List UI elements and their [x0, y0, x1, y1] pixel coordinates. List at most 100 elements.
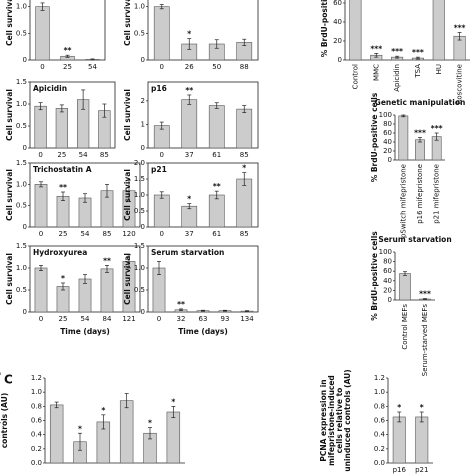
y-tick-label: 2 [141, 97, 145, 105]
y-tick-label: 40 [333, 18, 342, 26]
x-tick-label: 88 [240, 63, 249, 71]
x-tick-label: 54 [79, 151, 88, 159]
significance-label: *** [370, 44, 382, 53]
x-tick-label: 85 [240, 230, 249, 238]
x-tick-label: Serum-starved MEFs [421, 304, 429, 377]
error-bar [187, 38, 192, 50]
significance-label: ** [177, 300, 185, 309]
error-bar [65, 54, 70, 58]
error-bar [102, 103, 107, 118]
error-bar [38, 102, 43, 111]
x-tick-label: 54 [81, 315, 90, 323]
y-axis-label: Cell survival [5, 169, 14, 221]
x-tick-label: 37 [185, 151, 194, 159]
y-tick-label: 0.2 [31, 445, 42, 453]
y-axis-label: Cell survival [5, 89, 14, 141]
x-tick-label: 85 [100, 151, 109, 159]
y-tick-label: 1.0 [16, 3, 27, 11]
error-bar [397, 411, 402, 423]
y-tick-label: 1.0 [134, 3, 145, 11]
y-tick-label: 100 [379, 248, 392, 256]
error-bar [61, 282, 65, 291]
error-bar [457, 32, 462, 41]
y-tick-label: 1.5 [134, 175, 145, 183]
significance-label: * [397, 403, 401, 412]
y-tick-label: 1.0 [374, 388, 385, 396]
error-bar [90, 58, 95, 61]
significance-label: ** [213, 182, 221, 191]
error-bar [105, 265, 109, 273]
significance-label: * [101, 406, 105, 415]
x-tick-label: 63 [199, 315, 208, 323]
plot-frame [29, 81, 116, 149]
y-tick-label: 0 [338, 56, 342, 64]
y-tick-label: 0 [388, 296, 392, 304]
error-bar [78, 432, 82, 451]
significance-label: * [187, 195, 191, 204]
y-axis-label: % BrdU-positive cells [370, 231, 379, 321]
bar [181, 99, 198, 149]
y-tick-label: 1.0 [31, 388, 42, 396]
x-tick-label: 134 [240, 315, 254, 323]
y-axis-label: Cell survival [123, 253, 132, 305]
y-axis-label: % BrdU-positive cells [320, 0, 329, 57]
y-axis-label: Cell survival [123, 169, 132, 221]
significance-label: *** [412, 48, 424, 57]
x-tick-label: 25 [57, 151, 66, 159]
error-bar [242, 105, 247, 113]
significance-label: ** [103, 256, 111, 265]
y-axis-label: Cell survival [123, 89, 132, 141]
bar [35, 6, 50, 61]
error-bar [214, 190, 219, 200]
bar [349, 0, 362, 61]
y-tick-label: 0.5 [134, 29, 145, 37]
x-tick-label: TSA [414, 64, 422, 79]
y-tick-label: 0.8 [374, 402, 385, 410]
y-tick-label: 1.0 [16, 180, 27, 188]
panel-label: C [4, 373, 13, 387]
x-tick-label: 25 [63, 63, 72, 71]
bar [34, 105, 47, 149]
bar [166, 411, 181, 464]
x-tick-label: 0 [160, 230, 164, 238]
y-tick-label: 0.5 [16, 202, 27, 210]
x-tick-label: 0 [39, 230, 43, 238]
significance-label: *** [419, 290, 431, 299]
bar [49, 404, 64, 464]
chart-title: Trichostatin A [33, 165, 92, 174]
x-tick-label: Apicidin [393, 64, 401, 92]
x-tick-label: 32 [177, 315, 186, 323]
significance-label: * [420, 403, 424, 412]
error-bar [374, 52, 379, 58]
x-tick-label: p21 [415, 466, 428, 474]
chart-title: p16 [151, 84, 167, 93]
error-bar [83, 193, 87, 203]
y-axis-label: relative to proliferating [0, 371, 1, 471]
y-tick-label: 0 [23, 308, 27, 316]
significance-label: ** [185, 86, 193, 95]
x-tick-label: 25 [59, 315, 68, 323]
x-tick-label: 37 [185, 230, 194, 238]
y-tick-label: 1.0 [134, 191, 145, 199]
bar [34, 267, 48, 313]
error-bar [418, 137, 422, 143]
x-tick-label: 0 [39, 315, 43, 323]
y-axis-label: mifepristone-induced [327, 375, 336, 466]
x-tick-label: 61 [212, 230, 221, 238]
y-tick-label: 1.2 [374, 374, 385, 382]
y-tick-label: 100 [379, 111, 392, 119]
y-tick-label: 40 [383, 138, 392, 146]
chart-title: Serum starvation [378, 235, 451, 244]
y-tick-label: 1.2 [31, 374, 42, 382]
error-bar [39, 181, 43, 188]
x-tick-label: 0 [160, 63, 164, 71]
significance-label: ** [59, 183, 67, 192]
error-bar [148, 427, 152, 440]
y-tick-label: 1.5 [134, 242, 145, 250]
y-tick-label: 0.5 [16, 122, 27, 130]
y-tick-label: 1.5 [16, 78, 27, 86]
chart-title: Hydroxyurea [33, 248, 87, 257]
y-tick-label: 0.0 [31, 459, 42, 467]
error-bar [159, 191, 164, 199]
